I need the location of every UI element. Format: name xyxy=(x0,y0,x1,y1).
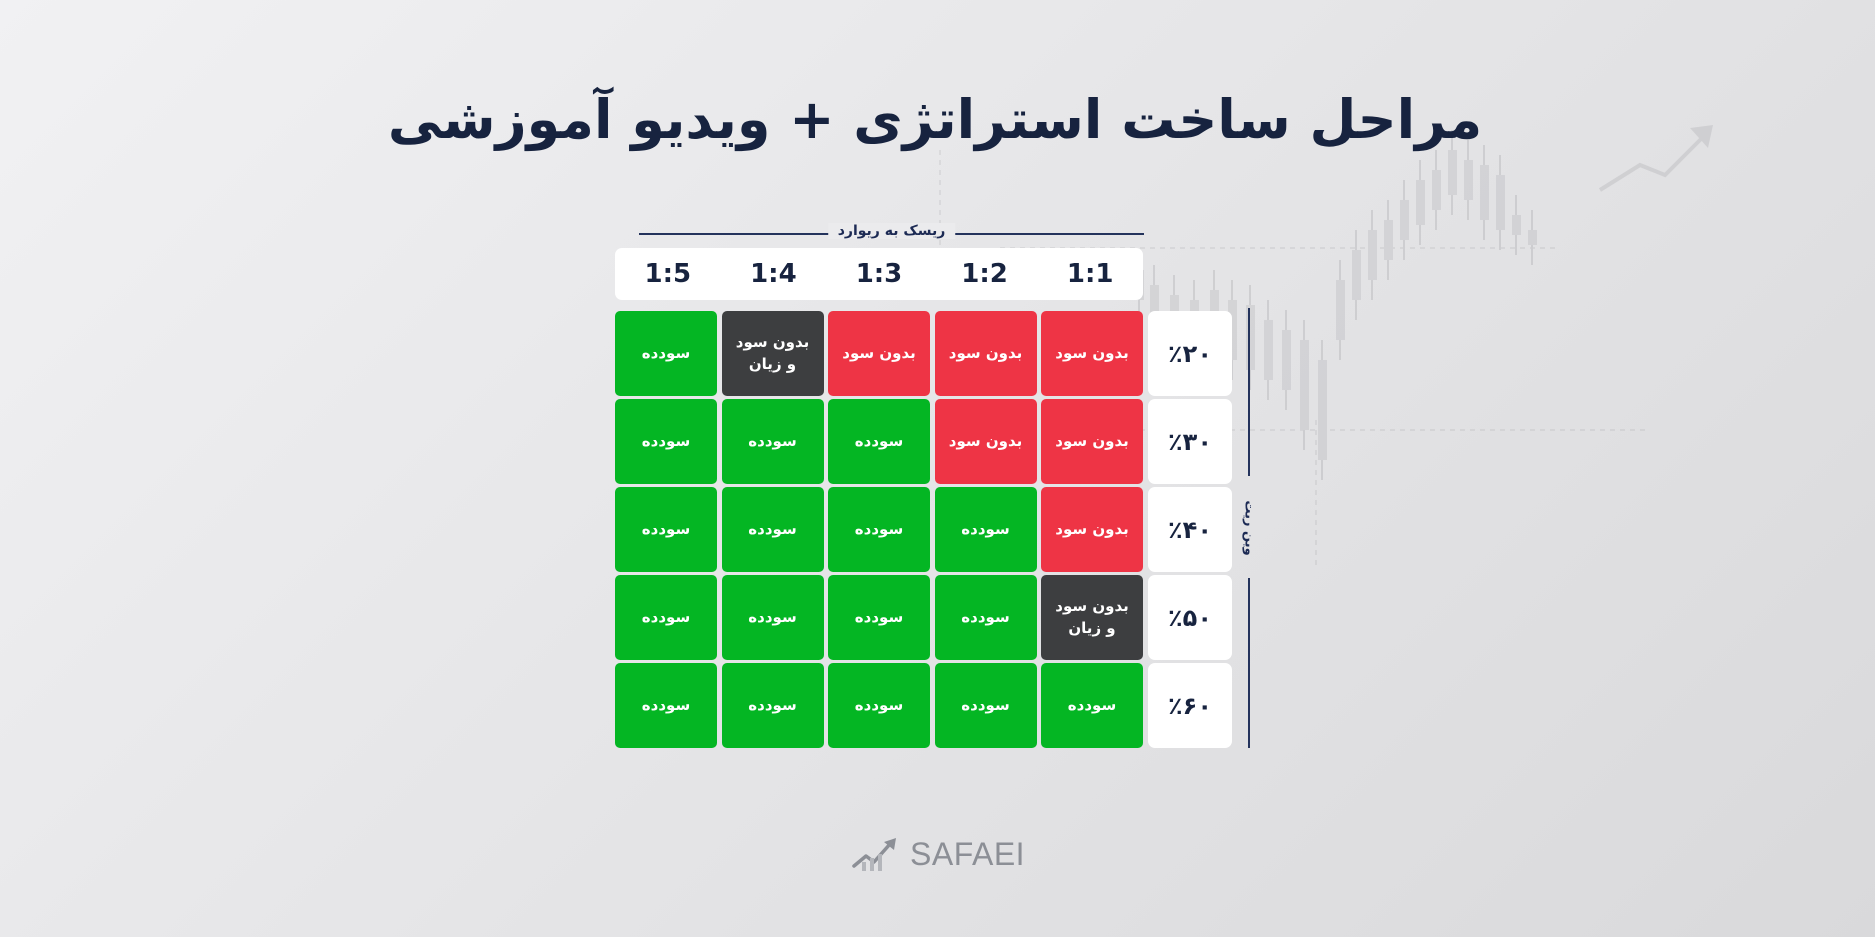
ratio-header-bar: 1:5 1:4 1:3 1:2 1:1 xyxy=(615,248,1143,300)
outcome-cell: سودده xyxy=(1041,663,1143,748)
win-rate-label-row-1: ٪۲۰ xyxy=(1148,311,1232,396)
outcome-cell: سودده xyxy=(934,663,1037,748)
win-rate-axis-line-bottom xyxy=(1248,578,1250,748)
outcome-cell: بدون سود xyxy=(934,311,1037,396)
outcome-cell: سودده xyxy=(934,575,1037,660)
outcome-cell: سودده xyxy=(934,487,1037,572)
page-title: مراحل ساخت استراتژی + ویدیو آموزشی xyxy=(387,88,1483,151)
outcome-cell: سودده xyxy=(828,663,930,748)
win-rate-label-row-2: ٪۳۰ xyxy=(1148,399,1232,484)
ratio-header-3: 1:3 xyxy=(855,259,903,289)
win-rate-label-row-3: ٪۴۰ xyxy=(1148,487,1232,572)
outcome-cell: بدون سود و زیان xyxy=(1041,575,1143,660)
outcome-cell: سودده xyxy=(828,399,930,484)
outcome-cell: بدون سود xyxy=(1041,311,1143,396)
outcome-cell: سودده xyxy=(615,399,717,484)
outcome-grid: سودده بدون سود و زیان بدون سود بدون سود بدون… xyxy=(615,311,1143,748)
chart-arrow-logo-icon xyxy=(852,838,896,871)
outcome-cell: سودده xyxy=(828,575,930,660)
win-rate-label-row-5: ٪۶۰ xyxy=(1148,663,1232,748)
ratio-header-2: 1:2 xyxy=(961,259,1008,289)
win-rate-axis-line-top xyxy=(1248,308,1250,476)
background-candles xyxy=(939,125,1713,570)
outcome-cell: بدون سود xyxy=(1041,399,1143,484)
outcome-cell: سودده xyxy=(828,487,930,572)
ratio-header-1: 1:1 xyxy=(1066,259,1114,289)
ratio-header-5: 1:5 xyxy=(644,259,692,289)
risk-reward-label: ریسک به ریوارد xyxy=(827,223,956,239)
outcome-cell: سودده xyxy=(615,311,717,396)
outcome-cell: سودده xyxy=(615,575,717,660)
outcome-cell: سودده xyxy=(615,487,717,572)
logo-text: SAFAEI xyxy=(910,835,1026,872)
outcome-cell: سودده xyxy=(721,399,824,484)
outcome-cell: بدون سود xyxy=(934,399,1037,484)
win-rate-label: وین ریت xyxy=(1241,500,1257,556)
risk-reward-axis: ریسک به ریوارد xyxy=(639,219,1144,249)
outcome-cell: بدون سود xyxy=(1041,487,1143,572)
win-rate-labels: ٪۲۰ ٪۳۰ ٪۴۰ ٪۵۰ ٪۶۰ xyxy=(1148,311,1232,751)
outcome-cell: بدون سود xyxy=(828,311,930,396)
outcome-cell: سودده xyxy=(721,663,824,748)
win-rate-axis: وین ریت xyxy=(1236,308,1262,748)
outcome-cell: سودده xyxy=(615,663,717,748)
outcome-cell: سودده xyxy=(721,575,824,660)
outcome-cell: سودده xyxy=(721,487,824,572)
ratio-header-4: 1:4 xyxy=(750,259,797,289)
win-rate-label-row-4: ٪۵۰ xyxy=(1148,575,1232,660)
outcome-cell: بدون سود و زیان xyxy=(721,311,824,396)
safaei-logo: SAFAEI xyxy=(852,836,1025,872)
